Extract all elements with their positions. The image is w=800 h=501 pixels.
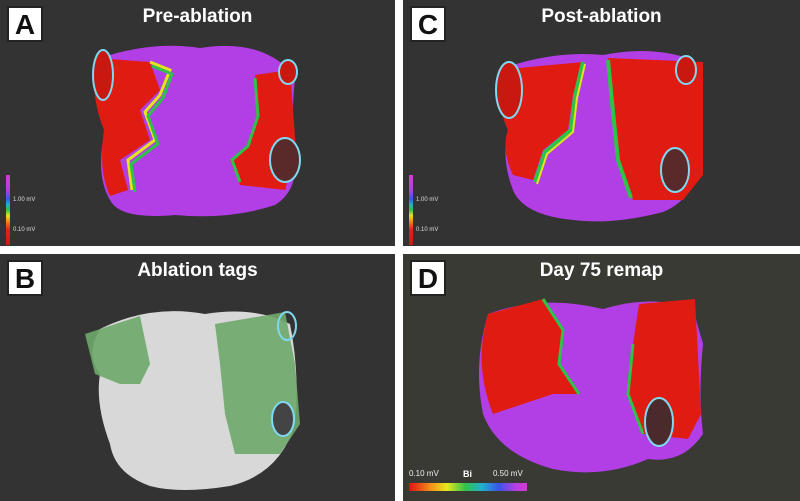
scale-low-label: 0.10 mV	[13, 227, 36, 233]
bipolar-scale-low: 0.10 mV	[409, 469, 439, 478]
panel-a-title: Pre-ablation	[142, 6, 253, 27]
panel-c-title: Post-ablation	[541, 6, 662, 27]
heart-map-pre-ablation	[92, 45, 301, 217]
voltage-scale-c: 1.00 mV 0.10 mV	[409, 175, 439, 245]
panel-b-title: Ablation tags	[137, 260, 258, 281]
voltage-scale-a: 1.00 mV 0.10 mV	[6, 175, 36, 245]
panel-d-title: Day 75 remap	[539, 260, 664, 281]
panel-a-pre-ablation: A Pre-ablation 1.00 mV 0.10 mV	[0, 0, 395, 246]
panel-b-ablation-tags: B Ablation tags	[0, 254, 395, 501]
scale-low-label: 0.10 mV	[416, 227, 439, 233]
panel-b-letter: B	[7, 260, 43, 296]
scale-high-label: 1.00 mV	[13, 197, 36, 203]
panel-d-day-75-remap: D Day 75 remap 0.10 mV Bi 0.50 mV	[403, 254, 800, 501]
voltage-scale-bar	[409, 175, 413, 245]
scale-high-label: 1.00 mV	[416, 197, 439, 203]
heart-map-post-ablation	[495, 51, 703, 222]
bipolar-scale-bar	[409, 483, 527, 491]
panel-d-letter: D	[410, 260, 446, 296]
bipolar-scale: 0.10 mV Bi 0.50 mV	[409, 469, 539, 495]
voltage-scale-bar	[6, 175, 10, 245]
panel-c-post-ablation: C Post-ablation 1.00 mV 0.10 mV	[403, 0, 800, 246]
bipolar-scale-label: Bi	[463, 469, 472, 479]
panel-c-letter: C	[410, 6, 446, 42]
bipolar-scale-high: 0.50 mV	[493, 469, 523, 478]
panel-a-letter: A	[7, 6, 43, 42]
heart-shell-with-tags	[85, 311, 300, 490]
heart-map-day-75	[479, 298, 703, 473]
